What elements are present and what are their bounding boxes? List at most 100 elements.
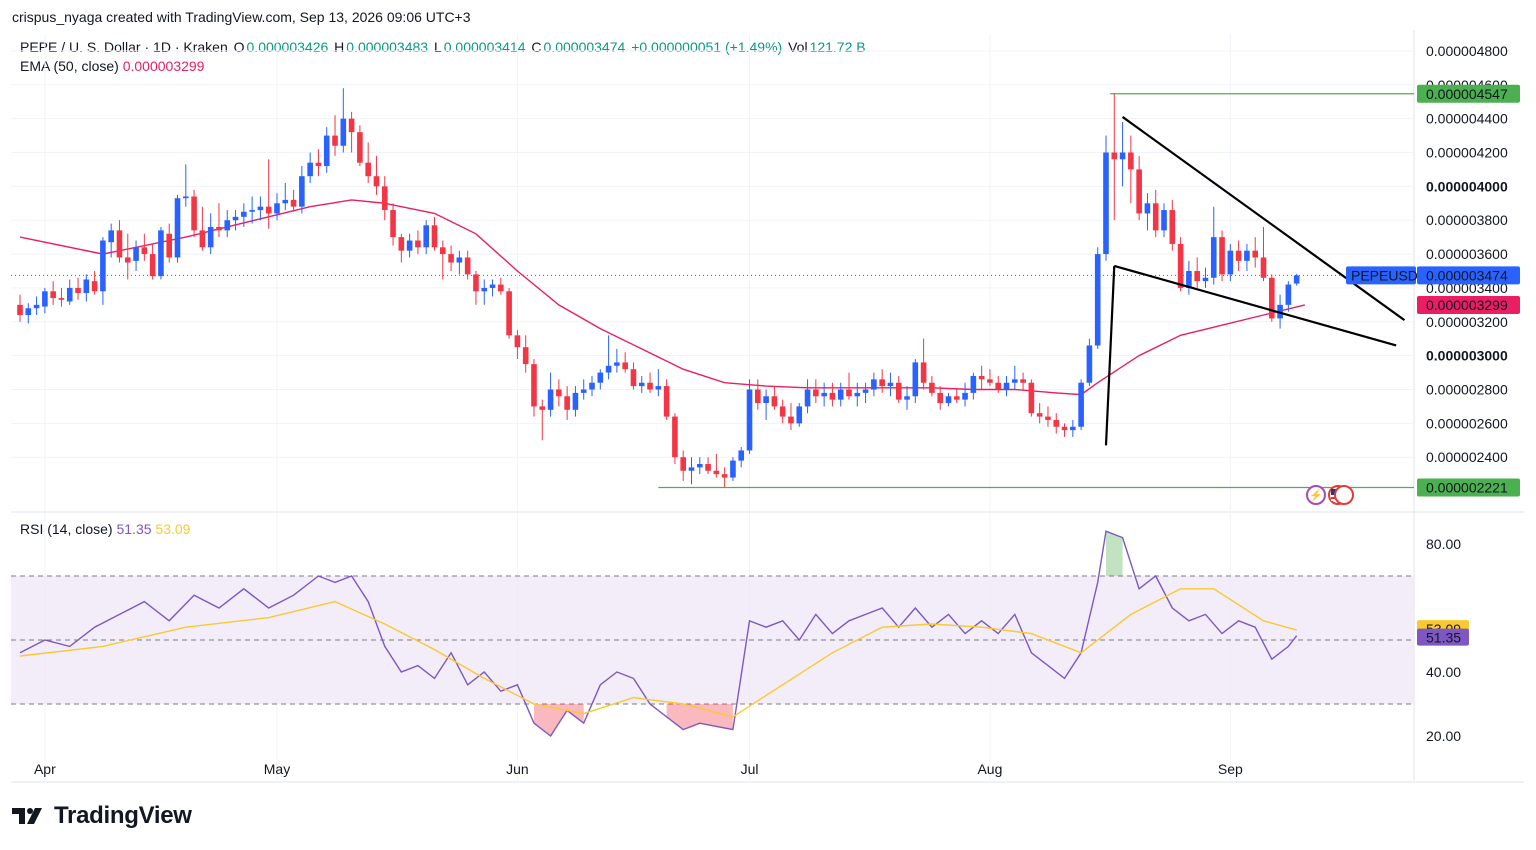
candle-body <box>605 365 612 373</box>
candle-body <box>895 382 902 400</box>
y-tick-label: 0.000004000 <box>1426 178 1508 194</box>
candle-body <box>1186 271 1192 288</box>
x-tick-label: Aug <box>977 761 1002 777</box>
candle-body <box>506 291 512 336</box>
candle-body <box>390 210 396 238</box>
rsi-tick-label: 20.00 <box>1426 728 1461 744</box>
candle-body <box>531 364 537 407</box>
candle-body <box>381 186 388 211</box>
candle <box>572 386 579 417</box>
candle-body <box>738 450 745 461</box>
candle <box>589 375 595 397</box>
y-tick-label: 0.000002400 <box>1426 449 1508 465</box>
candle <box>1119 122 1126 187</box>
candle <box>149 243 156 280</box>
rsi-legend[interactable]: RSI (14, close) 51.35 53.09 <box>20 521 190 537</box>
candle <box>846 372 852 400</box>
candle-body <box>464 257 471 275</box>
us-flag-icon-secondary[interactable] <box>1334 485 1354 505</box>
candle-body <box>564 396 570 410</box>
candle-body <box>547 389 554 410</box>
candle <box>688 457 695 485</box>
candle-body <box>788 416 794 424</box>
x-tick-label: Sep <box>1218 761 1243 777</box>
candle-body <box>207 226 214 248</box>
candle-body <box>638 382 645 387</box>
level-tag <box>1417 478 1520 497</box>
candle-body <box>91 281 98 292</box>
candle <box>398 233 405 263</box>
candle <box>108 223 114 258</box>
y-tick-label: 0.000004200 <box>1426 145 1508 161</box>
candle <box>1235 240 1242 271</box>
candle-body <box>1094 254 1101 346</box>
lightning-icon[interactable]: ⚡ <box>1306 485 1326 505</box>
candle <box>456 250 463 275</box>
candle <box>199 206 206 251</box>
candle <box>663 379 670 420</box>
candle <box>1152 189 1159 238</box>
candle <box>779 399 786 424</box>
candle <box>124 233 131 280</box>
chart-icons[interactable]: ⚡ <box>1306 485 1354 505</box>
candle-body <box>498 284 504 292</box>
candle-body <box>730 460 736 478</box>
last-price-label: 0.000003474 <box>1426 267 1508 283</box>
candle-body <box>1128 152 1134 170</box>
candle <box>755 379 761 410</box>
candle <box>804 379 811 414</box>
rsi-oversold-fill <box>533 704 584 736</box>
candle <box>854 382 861 407</box>
symbol-tag <box>1346 266 1416 285</box>
symbol-tag-label: PEPEUSD <box>1351 267 1418 283</box>
candle-body <box>871 379 877 390</box>
candle-body <box>630 369 637 387</box>
candle-body <box>920 362 927 383</box>
candle <box>340 88 347 153</box>
close-label: C <box>531 39 542 55</box>
candle <box>423 220 430 255</box>
candle <box>655 369 662 397</box>
candle-body <box>953 396 960 400</box>
candle <box>705 457 711 475</box>
level-label: 0.000004547 <box>1426 86 1508 102</box>
candle-body <box>439 247 446 255</box>
candle-body <box>705 463 711 471</box>
ema-price-label: 0.000003299 <box>1426 297 1508 313</box>
candle <box>1045 406 1051 427</box>
candle-body <box>539 406 546 410</box>
candle <box>580 379 587 400</box>
candle <box>771 386 778 410</box>
candle-body <box>1235 250 1242 261</box>
rsi-oversold-fill <box>666 704 733 730</box>
candle <box>257 196 264 221</box>
candle-body <box>1119 152 1126 160</box>
candle <box>647 372 653 393</box>
candle <box>630 362 637 390</box>
candle-body <box>456 257 463 263</box>
candle-body <box>257 206 264 211</box>
candle <box>713 453 720 478</box>
candle-body <box>332 135 338 146</box>
candle <box>1186 260 1192 295</box>
candle <box>721 467 728 488</box>
candle <box>763 389 769 420</box>
candle <box>431 216 438 251</box>
candle-body <box>1210 237 1217 278</box>
candle <box>1020 372 1026 390</box>
candle-body <box>804 389 811 407</box>
candle-body <box>141 247 148 255</box>
candle <box>183 164 189 207</box>
candle-body <box>1177 243 1184 288</box>
candle-body <box>249 210 255 212</box>
tradingview-logo[interactable]: TradingView <box>12 802 192 830</box>
candle <box>987 369 993 387</box>
candle <box>357 125 363 167</box>
candle-body <box>290 199 297 207</box>
candle-body <box>315 162 322 167</box>
candle-body <box>241 211 247 217</box>
y-tick-label: 0.000003200 <box>1426 314 1508 330</box>
candle-body <box>1053 419 1060 427</box>
candle-body <box>448 254 454 263</box>
